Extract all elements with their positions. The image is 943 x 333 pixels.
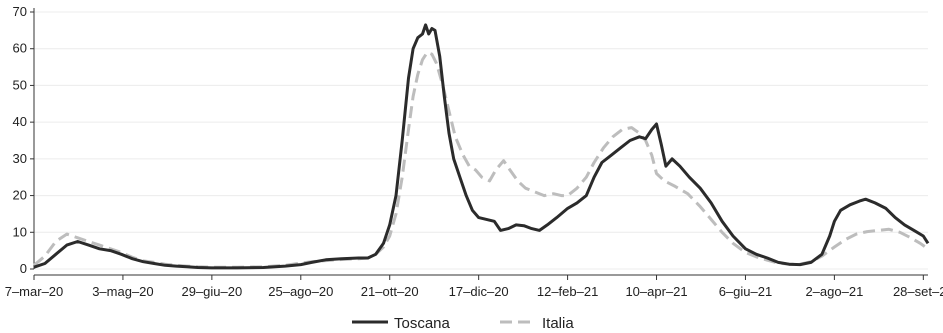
legend-label-toscana: Toscana <box>394 315 451 332</box>
x-tick-label: 2–ago–21 <box>805 284 863 299</box>
legend: Toscana Italia <box>352 315 574 332</box>
y-tick-label: 0 <box>20 261 27 276</box>
x-tick-label: 10–apr–21 <box>625 284 687 299</box>
y-tick-label: 30 <box>13 151 27 166</box>
y-tick-label: 40 <box>13 114 27 129</box>
y-axis-ticks: 0 10 20 30 40 50 60 70 <box>13 4 34 276</box>
x-tick-label: 25–ago–20 <box>268 284 333 299</box>
x-tick-label: 12–feb–21 <box>537 284 598 299</box>
x-tick-label: 29–giu–20 <box>181 284 242 299</box>
x-tick-label: 7–mar–20 <box>5 284 64 299</box>
y-tick-label: 50 <box>13 77 27 92</box>
y-tick-label: 60 <box>13 41 27 56</box>
y-tick-label: 70 <box>13 4 27 19</box>
x-axis-ticks: 7–mar–20 3–mag–20 29–giu–20 25–ago–20 21–ott… <box>5 275 943 299</box>
series-line-toscana <box>33 23 930 270</box>
x-tick-label: 17–dic–20 <box>449 284 509 299</box>
x-tick-label: 3–mag–20 <box>92 284 153 299</box>
x-tick-label: 21–ott–20 <box>361 284 419 299</box>
series-line-italia <box>33 50 929 269</box>
legend-label-italia: Italia <box>542 315 574 332</box>
x-tick-label: 6–giu–21 <box>719 284 773 299</box>
x-tick-label: 28–set–21 <box>893 284 943 299</box>
y-tick-label: 20 <box>13 188 27 203</box>
axes <box>33 8 928 276</box>
gridlines <box>34 11 928 270</box>
y-tick-label: 10 <box>13 224 27 239</box>
series-lines <box>33 23 930 270</box>
